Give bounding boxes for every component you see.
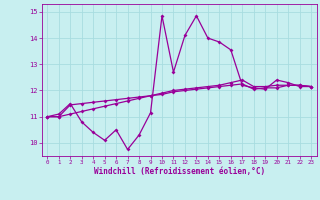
X-axis label: Windchill (Refroidissement éolien,°C): Windchill (Refroidissement éolien,°C)	[94, 167, 265, 176]
